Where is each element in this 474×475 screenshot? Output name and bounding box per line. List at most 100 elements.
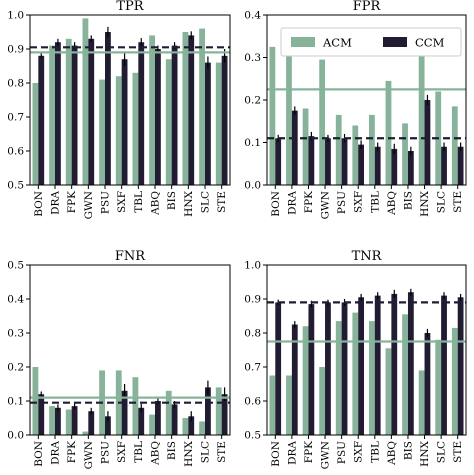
x-tick-label: FPK (66, 191, 78, 213)
bar-acm-psu (99, 79, 105, 185)
bar-acm-bis (165, 390, 172, 435)
legend-swatch-ccm (383, 37, 407, 47)
x-tick-label: HNX (183, 440, 195, 466)
plot-frame (29, 264, 231, 436)
x-tick-label: SLC (436, 441, 448, 463)
bar-acm-gwn (82, 18, 89, 186)
bar-ccm-dra (55, 42, 61, 186)
bar-ccm-psu (341, 138, 348, 185)
bar-ccm-sxf (121, 390, 128, 435)
bar-ccm-bis (171, 45, 178, 185)
bar-acm-fpk (65, 38, 72, 185)
x-tick-label: SXF (353, 441, 365, 463)
y-tick-label: 0.6 (7, 146, 24, 158)
x-tick-label: ABQ (386, 441, 398, 466)
bar-ccm-tbl (138, 42, 145, 186)
chart-panel-fpr: FPR 0.0 0.1 0.2 0.3 0.4 BON DRA FPK GWN PSU SXF TBL A… (244, 0, 467, 219)
bar-ccm-hnx (424, 333, 431, 435)
panel-title: FPR (353, 0, 382, 14)
y-tick-label: 0.8 (7, 78, 24, 90)
bar-ccm-hnx (188, 35, 195, 186)
bar-acm-dra (286, 375, 292, 435)
bar-acm-slc (435, 339, 442, 435)
x-tick-label: SXF (353, 191, 365, 213)
y-tick-label: 0.5 (244, 430, 261, 442)
bar-ccm-bon (38, 394, 45, 435)
bar-acm-bon (32, 83, 39, 185)
chart-panel-tpr: TPR 0.5 0.6 0.7 0.8 0.9 1.0 BON DRA FPK GWN PSU SXF T… (7, 0, 231, 219)
bar-acm-abq (149, 35, 155, 186)
x-tick-label: BON (270, 441, 282, 467)
x-tick-label: STE (452, 441, 464, 463)
x-tick-label: FPK (66, 441, 78, 463)
bar-ccm-fpk (308, 136, 315, 186)
bar-ccm-dra (291, 324, 298, 435)
x-tick-label: SLC (436, 191, 448, 213)
bar-acm-bis (402, 314, 408, 435)
bar-ccm-dra (291, 110, 298, 185)
bar-ccm-sxf (358, 297, 365, 435)
x-tick-label: HNX (419, 190, 431, 216)
y-tick-label: 0.2 (7, 362, 24, 374)
bar-ccm-fpk (71, 45, 78, 185)
y-tick-label: 0.7 (7, 112, 24, 124)
bar-acm-bon (32, 367, 39, 435)
bar-ccm-sxf (358, 144, 365, 186)
bar-ccm-sxf (121, 59, 128, 186)
y-tick-label: 0.3 (7, 328, 24, 340)
bar-acm-fpk (302, 108, 309, 185)
bar-acm-fpk (302, 326, 309, 435)
x-tick-label: STE (452, 191, 464, 213)
y-tick-label: 0.1 (244, 137, 261, 149)
bar-acm-psu (335, 321, 342, 435)
bar-ccm-gwn (325, 138, 331, 185)
bar-ccm-psu (105, 416, 111, 435)
bar-ccm-bis (171, 404, 178, 435)
y-tick-label: 0.3 (244, 52, 261, 64)
bar-ccm-gwn (325, 302, 331, 435)
x-tick-label: BON (33, 191, 45, 217)
bar-ccm-bis (407, 151, 414, 185)
x-tick-label: ABQ (150, 191, 162, 216)
x-tick-label: TBL (133, 441, 145, 463)
bar-ccm-abq (155, 49, 161, 185)
bar-acm-abq (385, 348, 392, 435)
x-tick-label: PSU (336, 191, 348, 214)
x-tick-label: DRA (50, 191, 62, 215)
x-tick-label: FPK (303, 191, 315, 213)
y-tick-label: 0.8 (244, 328, 261, 340)
bar-ccm-bon (275, 138, 282, 185)
x-tick-label: DRA (50, 441, 62, 465)
chart-panel-fnr: FNR 0.0 0.1 0.2 0.3 0.4 0.5 BON DRA FPK GWN PSU SXF T… (7, 249, 231, 469)
bar-ccm-ste (221, 55, 228, 185)
legend-label-ccm: CCM (415, 36, 445, 50)
y-tick-label: 0.5 (7, 180, 24, 192)
bar-acm-bon (269, 46, 276, 186)
x-tick-label: GWN (83, 441, 95, 469)
bar-acm-hnx (418, 53, 425, 185)
bar-acm-bis (402, 123, 408, 185)
x-tick-label: GWN (320, 441, 332, 469)
bar-ccm-slc (205, 62, 211, 185)
x-tick-label: PSU (100, 441, 112, 464)
bar-acm-sxf (115, 76, 122, 185)
x-tick-label: STE (216, 441, 228, 463)
panel-title: TNR (352, 249, 383, 264)
bar-acm-gwn (82, 431, 89, 435)
x-tick-label: SXF (116, 191, 128, 213)
bar-acm-ste (215, 387, 222, 435)
y-tick-label: 0.7 (244, 362, 261, 374)
bar-acm-abq (149, 414, 155, 435)
bar-ccm-ste (221, 394, 228, 435)
chart-panel-tnr: TNR 0.5 0.6 0.7 0.8 0.9 1.0 BON DRA FPK GWN PSU SXF T… (244, 249, 467, 469)
bar-ccm-fpk (308, 304, 315, 435)
y-tick-label: 0.9 (7, 44, 24, 56)
bar-acm-tbl (132, 72, 139, 185)
bar-acm-slc (199, 28, 205, 185)
x-tick-label: BON (33, 441, 45, 467)
bar-acm-tbl (368, 114, 375, 186)
bar-acm-fpk (65, 409, 72, 435)
y-tick-label: 0.4 (244, 10, 261, 22)
y-tick-label: 1.0 (244, 260, 261, 272)
